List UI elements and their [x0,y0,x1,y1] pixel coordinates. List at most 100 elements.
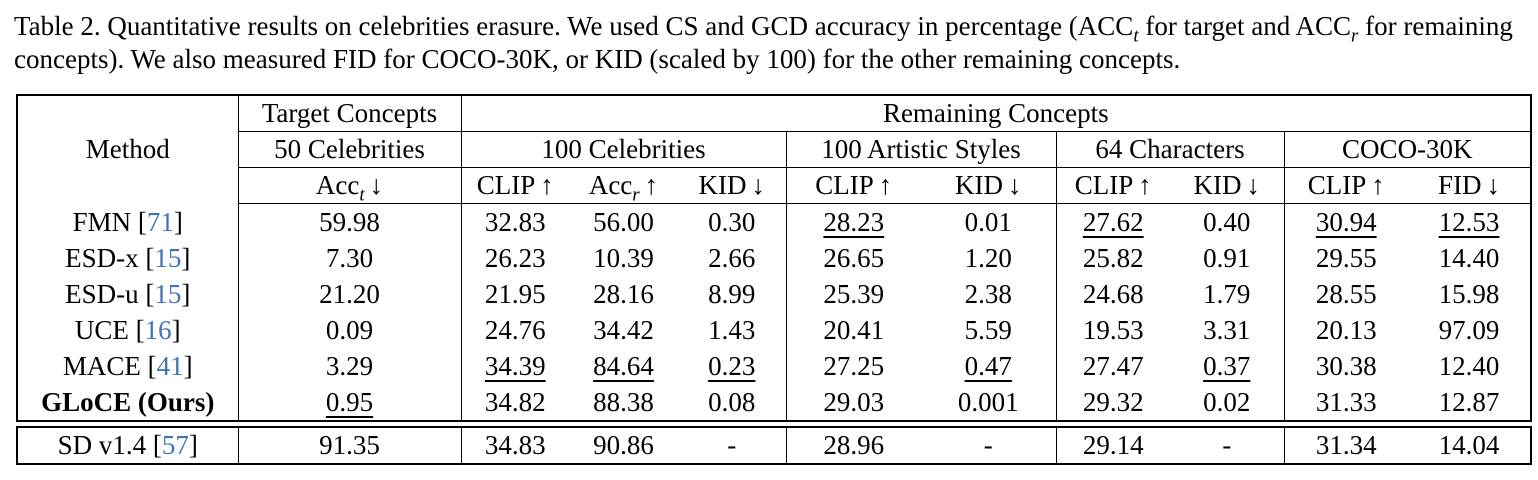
citation-link[interactable]: 71 [146,206,174,237]
col-header-remaining-concepts: Remaining Concepts [461,94,1532,132]
table-cell: 20.41 [823,314,885,345]
table-cell: 21.95 [484,278,546,309]
citation-link[interactable]: 15 [154,278,182,309]
table-cell: 0.09 [238,311,462,348]
caption-subscript-t: t [1133,25,1139,47]
table-cell: 59.98 [238,203,462,240]
table-cell: 1.79 [1170,275,1285,312]
table-cell: 0.08 [678,383,787,421]
header-row-1: Method Target Concepts Remaining Concept… [17,94,1532,204]
table-cell: 31.34 [1315,429,1377,460]
table-cell: 29.32 [1082,386,1144,417]
table-cell: 12.40 [1438,350,1500,381]
table-cell: - [1170,426,1285,464]
table-cell: 91.35 [238,426,462,464]
table-cell: 88.38 [593,386,654,417]
table-row-esd-x: ESD-x [15] 7.30 26.23 10.39 2.66 26.65 1… [17,239,1531,276]
metric-header-fid: FID ↓ [1408,167,1532,204]
method-cell: MACE [41] [17,347,239,384]
table-cell: 12.87 [1438,386,1500,417]
table-cell: 26.23 [484,242,546,273]
baseline-row-sd-v14: SD v1.4 [57] 91.35 34.83 90.86 - 28.96 -… [17,426,1531,464]
table-cell: 30.94 [1315,206,1377,237]
table-cell: 34.83 [484,429,546,460]
citation-link[interactable]: 41 [156,350,184,381]
citation-link[interactable]: 15 [154,242,182,273]
metric-header-acc-r: Accr ↑ [569,167,678,204]
method-cell: SD v1.4 [57] [17,426,239,464]
caption-text-3: for remaining concepts). We also measure… [14,11,1513,75]
table-cell: - [921,426,1057,464]
caption-text-2: for target and ACC [1138,11,1352,41]
table-cell: 0.91 [1170,239,1285,276]
table-row-uce: UCE [16] 0.09 24.76 34.42 1.43 20.41 5.5… [17,311,1531,348]
table-cell: 14.40 [1438,242,1500,273]
table-cell: 32.83 [484,206,546,237]
metric-header-kid: KID ↓ [1170,167,1285,204]
table-cell: 8.99 [678,275,787,312]
table-cell: 3.31 [1170,311,1285,348]
metric-header-kid: KID ↓ [678,167,787,204]
caption-text-1: Table 2. Quantitative results on celebri… [14,11,1134,41]
metric-header-acc-t: Acct ↓ [238,167,462,204]
table-cell: 19.53 [1082,314,1144,345]
table-cell: 2.38 [921,275,1057,312]
metric-header-clip: CLIP ↑ [1056,167,1170,204]
table-cell: 0.02 [1170,383,1285,421]
metric-header-clip: CLIP ↑ [786,167,921,204]
table-cell: 10.39 [593,242,654,273]
table-cell: 21.20 [238,275,462,312]
table-cell: 34.82 [484,386,546,417]
table-cell: 34.42 [593,314,654,345]
table-cell: 1.20 [921,239,1057,276]
table-cell: 29.55 [1315,242,1377,273]
table-cell: 0.23 [678,347,787,384]
table-cell: 1.43 [678,311,787,348]
table-cell: 25.82 [1082,242,1144,273]
method-cell: UCE [16] [17,311,239,348]
table-row-mace: MACE [41] 3.29 34.39 84.64 0.23 27.25 0.… [17,347,1531,384]
table-cell: 30.38 [1315,350,1377,381]
table-cell: 12.53 [1438,206,1500,237]
up-arrow-icon: ↑ [1138,169,1152,200]
metric-header-kid: KID ↓ [921,167,1057,204]
table-cell: 27.47 [1082,350,1144,381]
group-header-100-celebrities: 100 Celebrities [461,131,787,168]
method-cell: ESD-u [15] [17,275,239,312]
method-cell: ESD-x [15] [17,239,239,276]
table-cell: - [678,426,787,464]
table-cell: 28.96 [823,429,885,460]
table-cell: 0.95 [238,383,462,421]
table-cell: 28.23 [823,206,885,237]
group-header-100-artistic-styles: 100 Artistic Styles [786,131,1057,168]
table-cell: 31.33 [1315,386,1377,417]
table-cell: 28.16 [593,278,654,309]
table-cell: 5.59 [921,311,1057,348]
table-cell: 3.29 [238,347,462,384]
table-cell: 90.86 [593,429,654,460]
table-cell: 0.37 [1170,347,1285,384]
down-arrow-icon: ↓ [1246,169,1261,200]
table-cell: 7.30 [238,239,462,276]
table-cell: 0.40 [1170,203,1285,240]
metric-header-clip: CLIP ↑ [1284,167,1408,204]
table-cell: 2.66 [678,239,787,276]
table-cell: 97.09 [1438,314,1500,345]
up-arrow-icon: ↑ [878,169,893,200]
table-cell: 26.65 [823,242,885,273]
table-cell: 0.01 [921,203,1057,240]
table-cell: 15.98 [1438,278,1500,309]
down-arrow-icon: ↓ [751,169,766,200]
citation-link[interactable]: 57 [161,429,189,460]
method-cell: GLoCE (Ours) [17,383,239,421]
citation-link[interactable]: 16 [144,314,172,345]
header-row-metrics: Acct ↓ CLIP ↑ Accr ↑ KID ↓ CLIP ↑ KID ↓ CLIP ↑ … [17,167,1532,204]
table-cell: 24.68 [1082,278,1144,309]
caption-subscript-r: r [1351,25,1359,47]
col-header-method: Method [17,94,239,204]
results-table-wrapper: Method Target Concepts Remaining Concept… [16,93,1538,465]
down-arrow-icon: ↓ [1486,169,1501,200]
table-cell: 28.55 [1315,278,1377,309]
table-cell: 0.47 [921,347,1057,384]
table-cell: 25.39 [823,278,885,309]
